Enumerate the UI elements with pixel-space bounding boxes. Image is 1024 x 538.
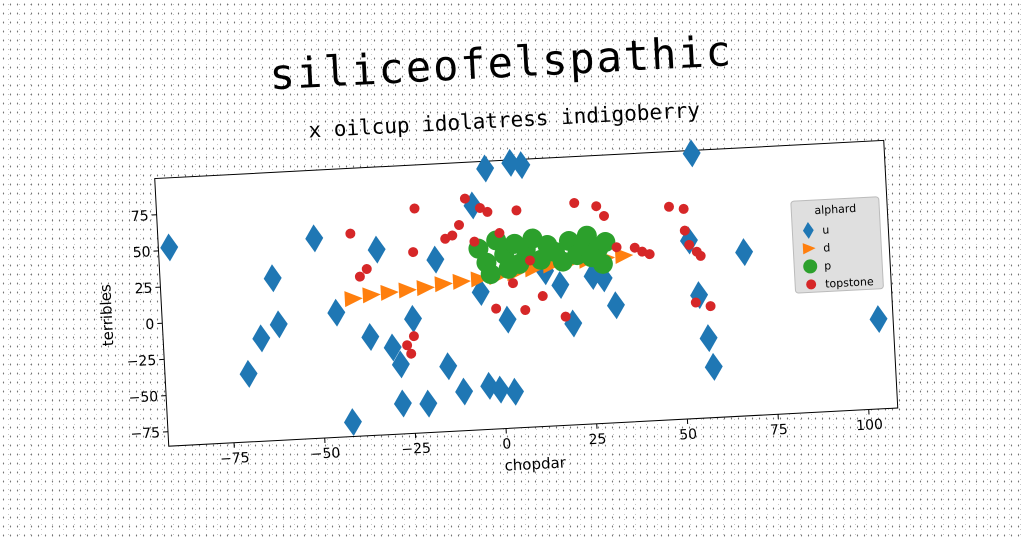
legend-label-topstone: topstone	[825, 275, 874, 291]
x-tick-label: −25	[401, 440, 431, 458]
legend-label-d: d	[823, 241, 831, 254]
x-axis-label: chopdar	[504, 453, 567, 474]
y-tick-label: 0	[145, 317, 155, 333]
x-tick-label: 75	[770, 422, 789, 439]
x-tick-label: 0	[502, 436, 512, 452]
y-tick-label: 50	[132, 244, 151, 261]
x-tick-label: 50	[679, 427, 698, 444]
y-tick-label: −50	[128, 389, 158, 407]
x-tick-label: 100	[856, 417, 884, 434]
legend-label-p: p	[824, 259, 832, 272]
legend-label-u: u	[822, 223, 830, 236]
y-tick-label: 75	[130, 208, 149, 225]
x-tick-label: 25	[588, 431, 607, 448]
plot-frame	[155, 140, 898, 446]
y-axis-label: terribles	[96, 284, 117, 347]
legend-title: alphard	[814, 202, 856, 217]
x-tick-label: −75	[220, 450, 250, 468]
y-tick-label: 25	[134, 281, 153, 298]
legend: alphard udp topstone	[791, 197, 884, 293]
y-tick-label: −75	[130, 425, 160, 443]
y-tick-label: −25	[126, 353, 156, 371]
x-tick-label: −50	[310, 445, 340, 463]
